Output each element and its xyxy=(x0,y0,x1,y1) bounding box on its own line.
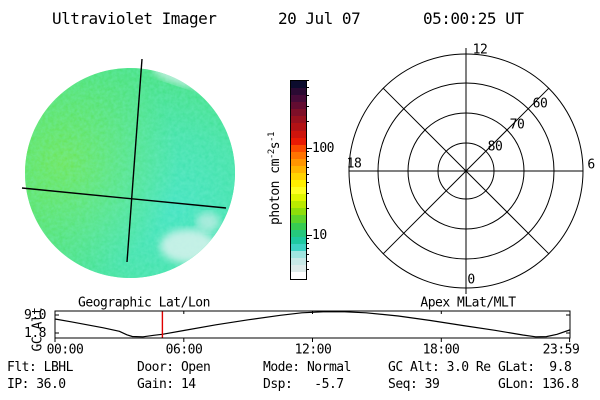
colorbar-band xyxy=(291,265,306,273)
colorbar-tick xyxy=(306,238,309,239)
colorbar-tick xyxy=(306,151,309,152)
colorbar-tick xyxy=(306,106,309,107)
colorbar-band xyxy=(291,194,306,202)
xtick-0600: 06:00 xyxy=(165,342,203,358)
gc-alt-curve xyxy=(54,311,570,338)
colorbar-tick xyxy=(306,80,309,81)
colorbar-band xyxy=(291,180,306,188)
ytick-1-8: 1.8 xyxy=(24,326,46,341)
geographic-caption: Geographic Lat/Lon xyxy=(78,295,210,311)
ytick-9: 9.0 xyxy=(24,308,46,323)
colorbar-tick xyxy=(306,269,309,270)
colorbar-tick xyxy=(306,261,309,262)
colorbar-band xyxy=(291,173,306,181)
ephemeris-plot xyxy=(54,310,571,342)
colorbar-tick xyxy=(306,254,309,255)
colorbar-tick xyxy=(306,182,309,183)
colorbar-tick xyxy=(306,235,312,236)
colorbar-band xyxy=(291,272,306,280)
colorbar-band xyxy=(291,158,306,166)
colorbar-tick xyxy=(306,248,309,249)
colorbar-tick xyxy=(306,95,309,96)
colorbar-band xyxy=(291,236,306,244)
colorbar-band xyxy=(291,81,306,89)
colorbar-band xyxy=(291,144,306,152)
colorbar-tick xyxy=(306,243,309,244)
colorbar-tick-label-10: 10 xyxy=(312,228,327,243)
apex-caption: Apex MLat/MLT xyxy=(420,295,516,311)
status-door: Door: Open xyxy=(137,360,211,375)
lat-label-60: 60 xyxy=(532,96,548,112)
colorbar-tick xyxy=(306,167,309,168)
status-flt: Flt: LBHL xyxy=(7,360,73,375)
colorbar-band xyxy=(291,208,306,216)
status-gcalt: GC Alt: 3.0 Re xyxy=(388,360,491,375)
colorbar-tick xyxy=(306,208,309,209)
lat-label-80: 80 xyxy=(487,139,503,155)
colorbar-band xyxy=(291,151,306,159)
time-display: 05:00:25 UT xyxy=(423,9,524,28)
colorbar-tick-label-100: 100 xyxy=(312,141,334,156)
xtick-2359: 23:59 xyxy=(542,342,580,358)
status-glon: GLon: 136.8 xyxy=(498,377,579,392)
colorbar-band xyxy=(291,257,306,266)
colorbar-band xyxy=(291,187,306,195)
colorbar xyxy=(290,80,307,280)
instrument-title: Ultraviolet Imager xyxy=(52,9,217,28)
colorbar-band xyxy=(291,222,306,230)
status-ip: IP: 36.0 xyxy=(7,377,66,392)
xtick-1200: 12:00 xyxy=(294,342,332,358)
colorbar-tick xyxy=(306,87,309,88)
mlt-label-12: 12 xyxy=(472,42,488,58)
colorbar-tick xyxy=(306,148,312,149)
meridian-line xyxy=(126,58,143,263)
colorbar-band xyxy=(291,109,306,117)
colorbar-band xyxy=(291,215,306,223)
colorbar-band xyxy=(291,123,306,131)
colorbar-band xyxy=(291,88,306,96)
colorbar-unit-label: photon cm-2s-1 xyxy=(266,132,284,225)
status-dsp: Dsp: -5.7 xyxy=(263,377,344,392)
status-seq: Seq: 39 xyxy=(388,377,440,392)
colorbar-band xyxy=(291,250,306,258)
colorbar-band xyxy=(291,243,306,251)
status-mode: Mode: Normal xyxy=(263,360,351,375)
status-gain: Gain: 14 xyxy=(137,377,196,392)
parallel-line xyxy=(21,187,227,209)
colorbar-band xyxy=(291,229,306,237)
mlt-label-0: 0 xyxy=(467,272,475,288)
colorbar-band xyxy=(291,116,306,124)
colorbar-tick xyxy=(306,156,309,157)
colorbar-tick xyxy=(306,174,309,175)
axis-ticks xyxy=(54,311,571,342)
mlt-label-18: 18 xyxy=(346,156,362,172)
colorbar-band xyxy=(291,130,306,138)
colorbar-band xyxy=(291,165,306,174)
colorbar-band xyxy=(291,102,306,110)
colorbar-tick xyxy=(306,121,309,122)
polar-grid xyxy=(348,48,584,294)
colorbar-tick xyxy=(306,193,309,194)
colorbar-band xyxy=(291,95,306,103)
date-display: 20 Jul 07 xyxy=(278,9,361,28)
colorbar-band xyxy=(291,137,306,145)
colorbar-tick xyxy=(306,161,309,162)
uv-image-disk xyxy=(21,58,235,278)
colorbar-band xyxy=(291,201,306,209)
xtick-1800: 18:00 xyxy=(422,342,460,358)
xtick-0000: 00:00 xyxy=(46,342,84,358)
mlt-label-6: 6 xyxy=(587,157,595,173)
lat-label-70: 70 xyxy=(509,117,525,133)
status-glat: GLat: 9.8 xyxy=(498,360,572,375)
